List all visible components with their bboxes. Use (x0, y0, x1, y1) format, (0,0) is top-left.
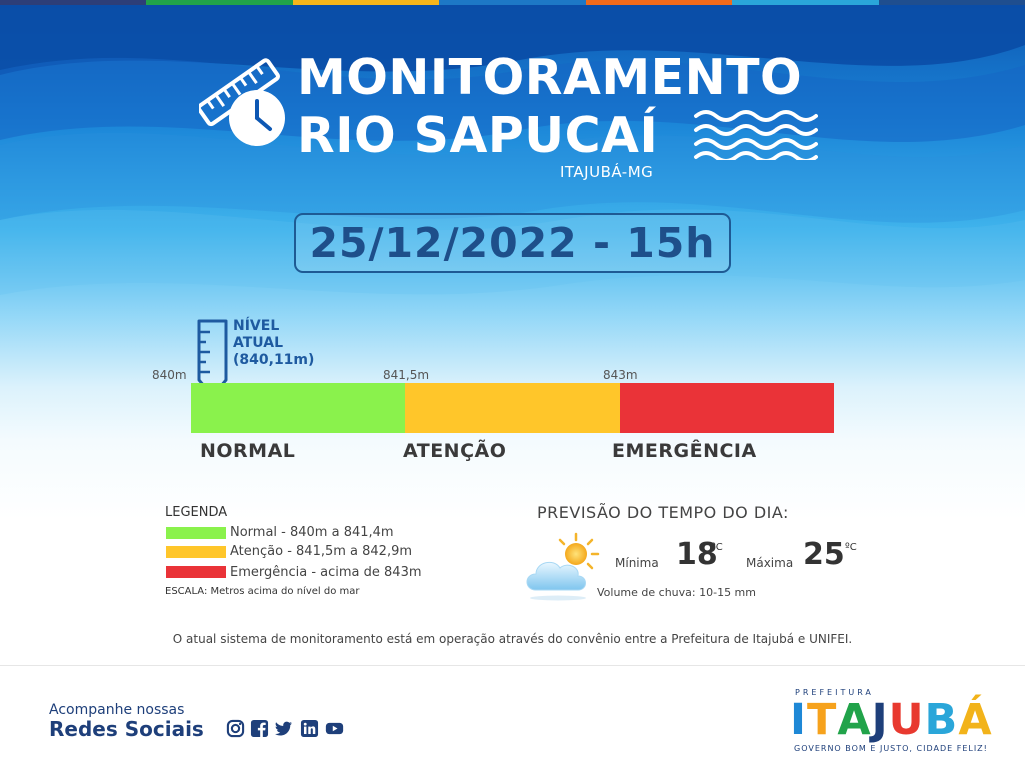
legend-title: LEGENDA (165, 505, 228, 520)
category-emergency: EMERGÊNCIA (612, 440, 757, 462)
rain-volume: Volume de chuva: 10-15 mm (597, 586, 756, 599)
max-temp-unit: ºC (845, 542, 857, 553)
twitter-icon[interactable] (274, 719, 293, 738)
legend-swatch-emergency (166, 566, 226, 578)
partly-cloudy-icon (526, 532, 600, 601)
bar-normal (191, 383, 405, 433)
tick-843: 843m (603, 368, 638, 382)
forecast-title: PREVISÃO DO TEMPO DO DIA: (537, 503, 789, 522)
legend-swatch-attention (166, 546, 226, 558)
youtube-icon[interactable] (325, 719, 344, 738)
logo-itajuba: ITAJUBÁ (790, 695, 993, 745)
ruler-clock-icon (199, 58, 285, 146)
top-color-strip (0, 0, 1025, 5)
follow-big-text: Redes Sociais (49, 717, 204, 741)
legend-text-emergency: Emergência - acima de 843m (230, 565, 422, 580)
agreement-note: O atual sistema de monitoramento está em… (172, 632, 853, 646)
water-waves-icon (694, 110, 818, 160)
min-temp-unit: ºC (711, 542, 723, 553)
tick-841-5: 841,5m (383, 368, 430, 382)
legend-text-normal: Normal - 840m a 841,4m (230, 525, 394, 540)
instagram-icon[interactable] (226, 719, 245, 738)
linkedin-icon[interactable] (300, 719, 319, 738)
current-level-label: NÍVEL ATUAL (840,11m) (233, 318, 314, 369)
legend-text-attention: Atenção - 841,5m a 842,9m (230, 544, 413, 559)
scale-note: ESCALA: Metros acima do nível do mar (165, 586, 360, 597)
category-normal: NORMAL (200, 440, 296, 462)
current-level-line-2: ATUAL (233, 335, 283, 351)
footer (0, 665, 1025, 775)
current-level-value: (840,11m) (233, 352, 315, 368)
date-time-box: 25/12/2022 - 15h (294, 213, 731, 273)
title-line-2: RIO SAPUCAÍ (297, 107, 659, 164)
follow-small-text: Acompanhe nossas (49, 702, 185, 718)
max-temp-value: 25 (803, 537, 845, 572)
bar-attention (405, 383, 620, 433)
date-time-text: 25/12/2022 - 15h (309, 219, 716, 267)
facebook-icon[interactable] (250, 719, 269, 738)
min-temp-value: 18 (676, 537, 718, 572)
max-temp-label: Máxima (746, 556, 794, 570)
category-attention: ATENÇÃO (403, 440, 507, 462)
current-level-line-1: NÍVEL (233, 318, 280, 334)
logo-tagline: GOVERNO BOM E JUSTO, CIDADE FELIZ! (794, 744, 988, 753)
bar-emergency (620, 383, 834, 433)
logo-prefeitura-text: PREFEITURA (795, 688, 874, 697)
subtitle-city: ITAJUBÁ-MG (560, 163, 654, 181)
legend-swatch-normal (166, 527, 226, 539)
tick-840: 840m (152, 368, 187, 382)
min-temp-label: Mínima (615, 556, 659, 570)
title-line-1: MONITORAMENTO (297, 49, 803, 106)
